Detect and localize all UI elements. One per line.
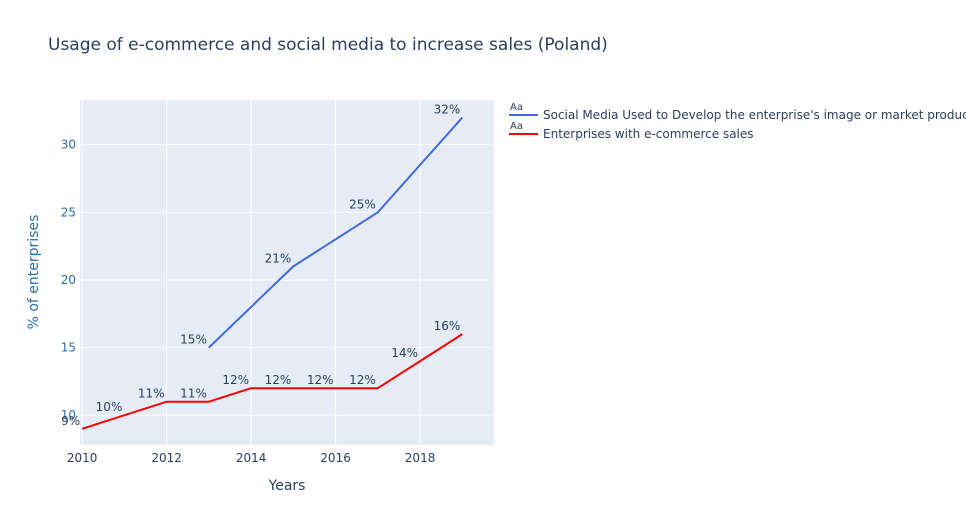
data-label: 11% xyxy=(138,387,165,401)
x-tick-labels: 2010 2012 2014 2016 2018 xyxy=(67,451,436,465)
chart-title: Usage of e-commerce and social media to … xyxy=(48,35,608,55)
x-tick-label: 2014 xyxy=(236,451,267,465)
data-label: 12% xyxy=(307,373,334,387)
data-label: 14% xyxy=(391,346,418,360)
legend-marker-text: Aa xyxy=(510,102,523,113)
data-label: 10% xyxy=(96,400,123,414)
y-tick-labels: 10 15 20 25 30 xyxy=(61,138,76,423)
y-tick-label: 25 xyxy=(61,205,76,219)
data-label: 16% xyxy=(434,319,461,333)
y-axis-title: % of enterprises xyxy=(26,215,42,330)
x-axis-title: Years xyxy=(268,478,306,494)
y-tick-label: 15 xyxy=(61,341,76,355)
data-label: 12% xyxy=(265,373,292,387)
x-tick-label: 2010 xyxy=(67,451,98,465)
y-tick-label: 30 xyxy=(61,138,76,152)
y-tick-label: 20 xyxy=(61,273,76,287)
data-label: 21% xyxy=(265,251,292,265)
grid-lines xyxy=(80,100,494,445)
legend-marker-text: Aa xyxy=(510,121,523,132)
data-labels: 15% 21% 25% 32% 9% 10% 11% 11% 12% 12% 12% 12% 14% 16… xyxy=(61,103,460,428)
data-label: 9% xyxy=(61,414,80,428)
data-label: 32% xyxy=(434,103,461,117)
series-lines xyxy=(81,116,464,430)
series-line-1 xyxy=(208,116,464,349)
x-tick-label: 2012 xyxy=(151,451,182,465)
series-line-2 xyxy=(81,333,463,430)
legend-item-1[interactable]: Aa Social Media Used to Develop the enter… xyxy=(509,102,966,122)
data-label: 12% xyxy=(349,373,376,387)
data-label: 11% xyxy=(180,387,207,401)
legend-item-2[interactable]: Aa Enterprises with e-commerce sales xyxy=(509,121,754,141)
legend[interactable]: Aa Social Media Used to Develop the enter… xyxy=(509,102,966,141)
y-tick-label: 10 xyxy=(61,408,76,422)
legend-label: Enterprises with e-commerce sales xyxy=(543,127,754,141)
data-label: 25% xyxy=(349,197,376,211)
data-label: 15% xyxy=(180,333,207,347)
x-tick-label: 2018 xyxy=(405,451,436,465)
data-label: 12% xyxy=(222,373,249,387)
legend-label: Social Media Used to Develop the enterpr… xyxy=(543,108,966,122)
x-tick-label: 2016 xyxy=(320,451,351,465)
